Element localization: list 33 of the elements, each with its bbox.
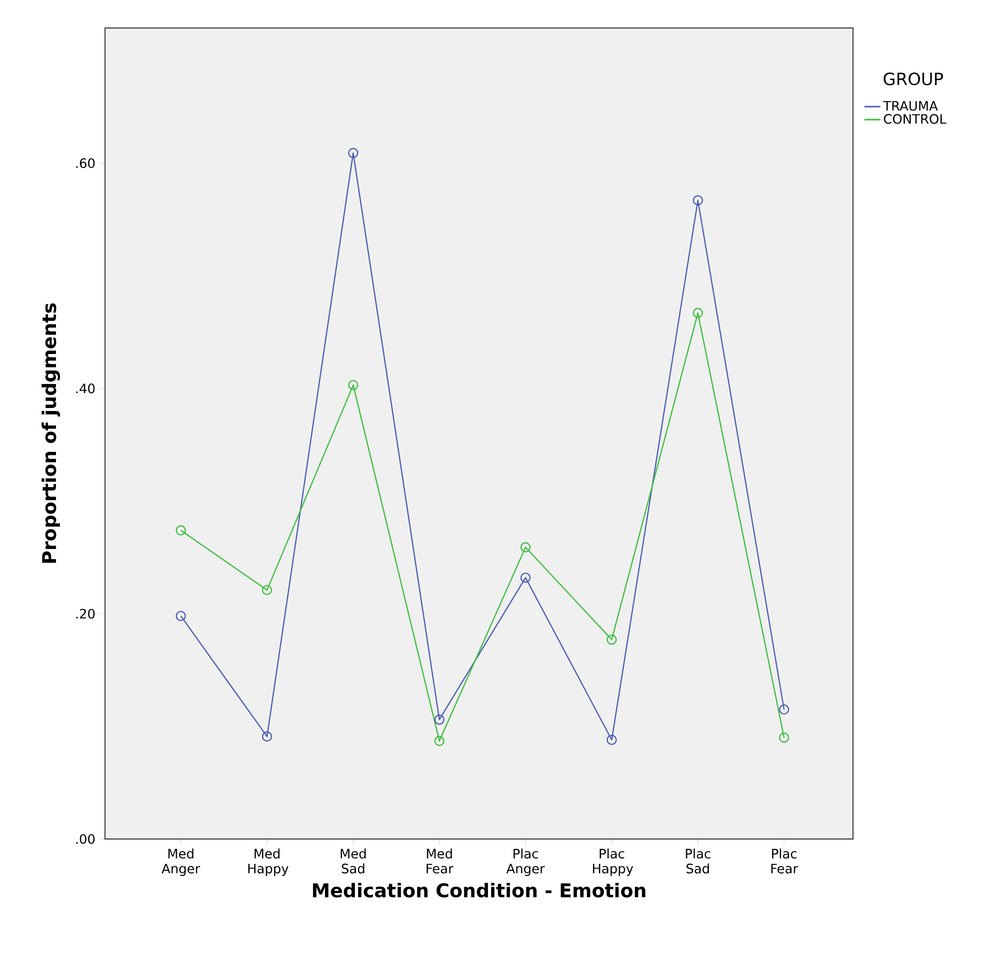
x-axis-title: Medication Condition - Emotion <box>313 882 646 898</box>
point <box>348 148 358 158</box>
y-axis-title: Proportion of judgments <box>42 303 60 563</box>
point <box>520 572 531 583</box>
y-tick-label: .00 <box>76 834 95 844</box>
point <box>606 734 617 745</box>
point <box>348 380 358 390</box>
point <box>262 731 272 742</box>
point <box>176 610 186 622</box>
point <box>434 714 444 725</box>
point <box>262 584 272 596</box>
x-tick-label: Med Anger <box>162 848 200 876</box>
x-tick-label: Plac Sad <box>686 848 710 874</box>
y-tick-label: .20 <box>76 608 95 619</box>
point <box>692 308 703 318</box>
x-tick-label: Med Fear <box>426 848 454 874</box>
point <box>778 732 790 743</box>
x-tick-label: Med Sad <box>340 848 366 874</box>
point <box>692 195 703 206</box>
x-tick-label: Plac Happy <box>592 848 634 876</box>
y-tick-label: .60 <box>76 158 95 168</box>
point <box>176 525 186 536</box>
point <box>434 736 444 746</box>
legend-label: CONTROL <box>884 114 946 124</box>
y-tick-label: .40 <box>76 384 95 394</box>
point <box>606 634 617 645</box>
x-tick-label: Med Happy <box>248 848 288 876</box>
point <box>778 704 790 715</box>
x-tick-label: Plac Anger <box>506 848 545 876</box>
legend-title: GROUP <box>884 72 943 86</box>
x-tick-label: Plac Fear <box>771 848 798 874</box>
legend-label: TRAUMA <box>883 101 938 111</box>
point <box>520 542 531 552</box>
